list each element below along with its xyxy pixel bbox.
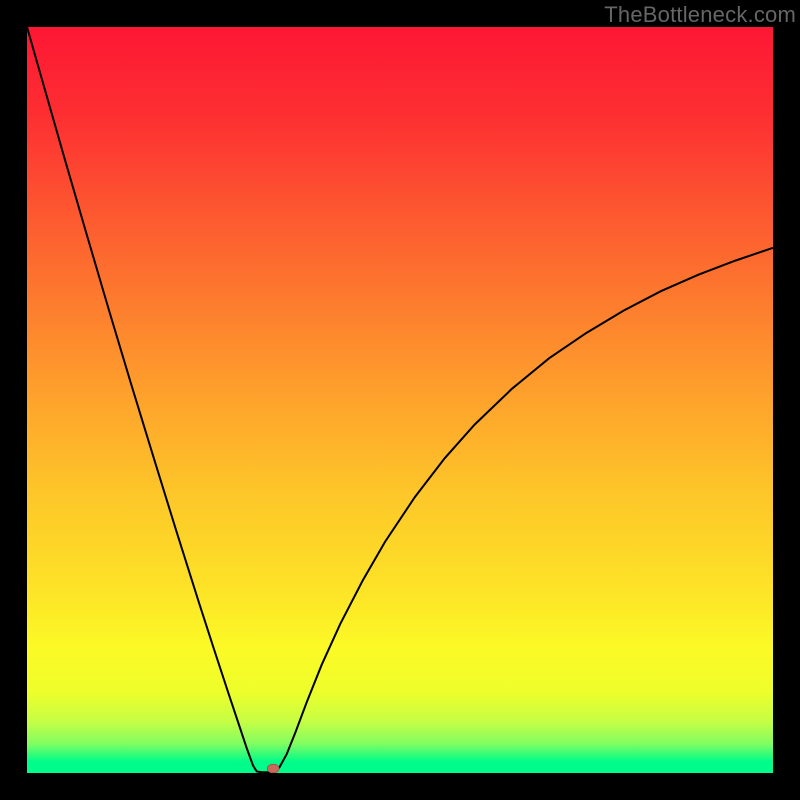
- optimal-point-marker: [267, 764, 279, 773]
- bottleneck-chart: [0, 0, 800, 800]
- plot-background: [27, 27, 773, 773]
- chart-stage: TheBottleneck.com: [0, 0, 800, 800]
- watermark-text: TheBottleneck.com: [604, 0, 800, 28]
